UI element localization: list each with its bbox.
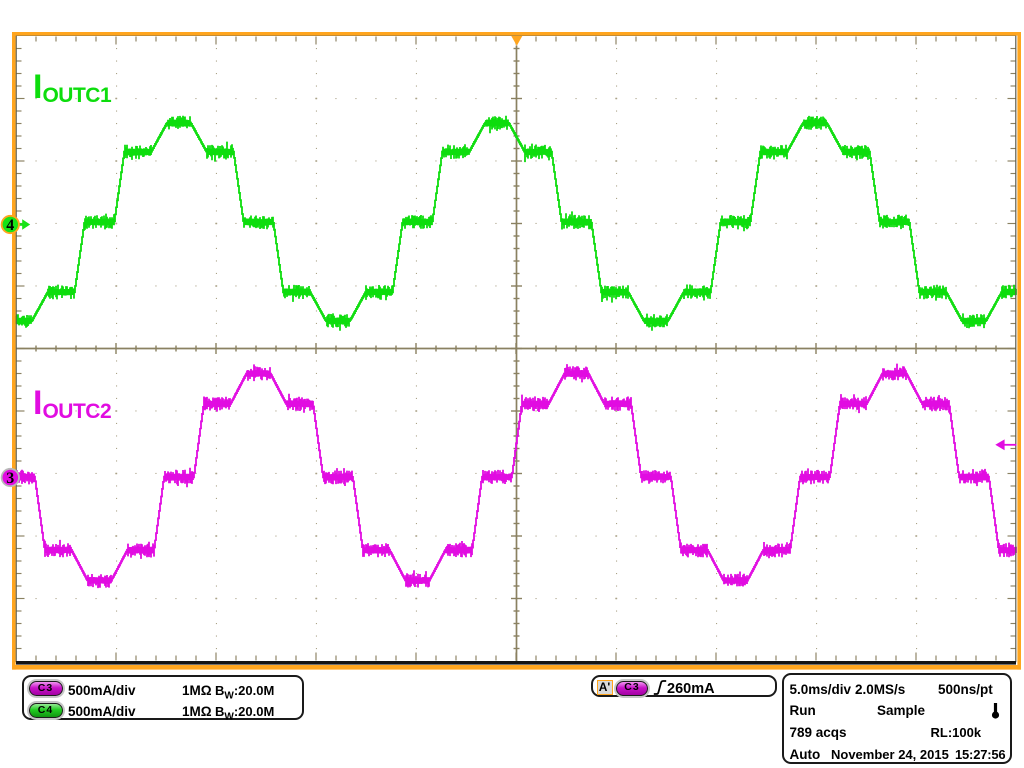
svg-text:3: 3: [6, 470, 14, 487]
svg-text:4: 4: [6, 217, 14, 234]
